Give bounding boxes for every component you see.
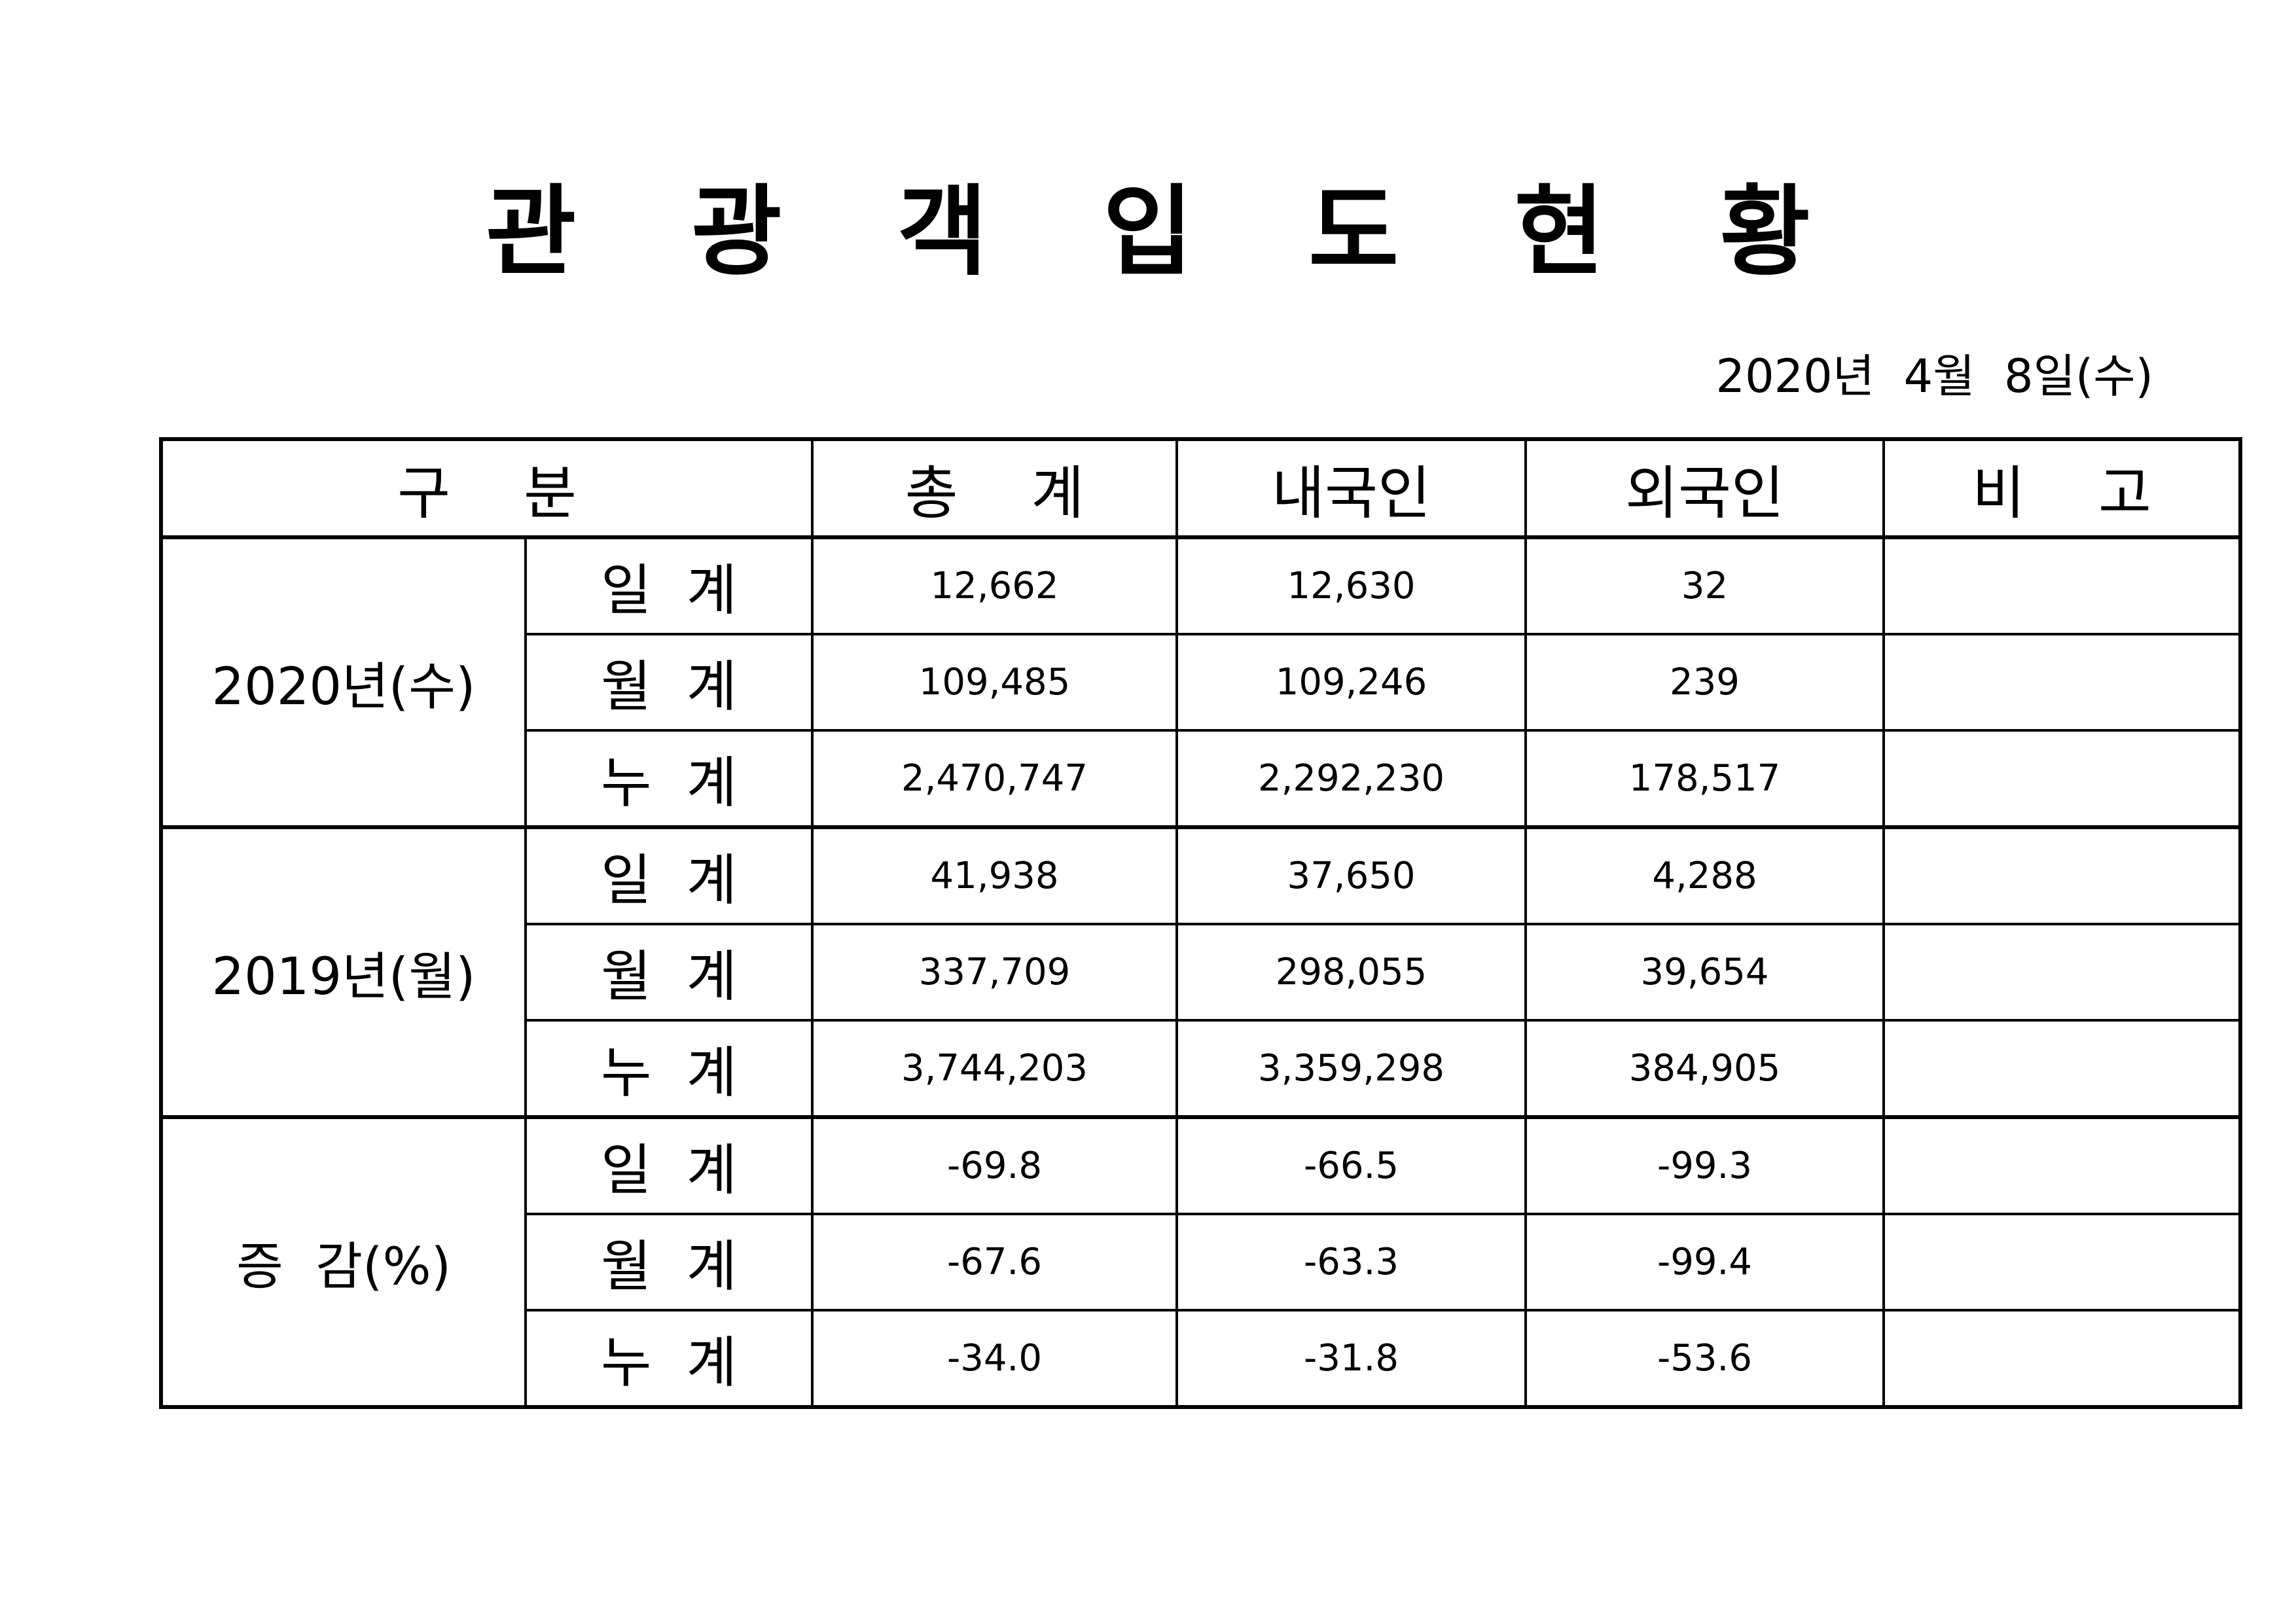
cell-remarks: [1882, 1213, 2242, 1311]
cell-foreign: 32: [1524, 536, 1885, 635]
row-label: 월 계: [524, 923, 814, 1022]
cell-total: -34.0: [811, 1309, 1178, 1408]
cell-total: 337,709: [811, 923, 1178, 1022]
table-header-row: 구 분 총 계 내국인 외국인 비 고: [160, 438, 2242, 539]
cell-domestic: -63.3: [1175, 1213, 1527, 1311]
table-row: 누 계 2,470,747 2,292,230 178,517: [161, 729, 2242, 829]
row-label: 월 계: [524, 1213, 814, 1311]
group-label-2019: 2019년(월): [160, 826, 527, 1119]
header-domestic: 내국인: [1175, 438, 1527, 539]
cell-total: 12,662: [811, 536, 1178, 635]
row-label: 누 계: [524, 1019, 814, 1119]
table-row: 월 계 -67.6 -63.3 -99.4: [161, 1213, 2242, 1311]
header-category: 구 분: [160, 438, 814, 539]
cell-foreign: -99.3: [1524, 1116, 1885, 1215]
row-label: 월 계: [524, 633, 814, 732]
header-foreign: 외국인: [1524, 438, 1885, 539]
cell-foreign: 39,654: [1524, 923, 1885, 1022]
cell-total: -67.6: [811, 1213, 1178, 1311]
cell-total: 2,470,747: [811, 729, 1178, 829]
table-row: 누 계 3,744,203 3,359,298 384,905: [161, 1019, 2242, 1119]
cell-domestic: 37,650: [1175, 826, 1527, 925]
table-row: 월 계 109,485 109,246 239: [161, 633, 2242, 732]
report-date: 2020년 4월 8일(수): [1715, 349, 2153, 403]
cell-domestic: -66.5: [1175, 1116, 1527, 1215]
cell-remarks: [1882, 633, 2242, 732]
cell-remarks: [1882, 1309, 2242, 1408]
group-label-2020: 2020년(수): [160, 536, 527, 829]
group-label-change-percent: 증 감(%): [160, 1116, 527, 1408]
cell-remarks: [1882, 729, 2242, 829]
tourist-arrivals-table: 구 분 총 계 내국인 외국인 비 고 2020년(수) 일 계 12,662 …: [159, 437, 2242, 1409]
cell-foreign: 4,288: [1524, 826, 1885, 925]
cell-total: -69.8: [811, 1116, 1178, 1215]
table-row: 월 계 337,709 298,055 39,654: [161, 923, 2242, 1022]
table-row: 2020년(수) 일 계 12,662 12,630 32: [160, 536, 2242, 829]
cell-remarks: [1882, 923, 2242, 1022]
cell-remarks: [1882, 826, 2242, 925]
row-label: 누 계: [524, 729, 814, 829]
row-label: 누 계: [524, 1309, 814, 1408]
cell-domestic: -31.8: [1175, 1309, 1527, 1408]
cell-domestic: 2,292,230: [1175, 729, 1527, 829]
document-title: 관 광 객 입 도 현 황: [486, 175, 1851, 289]
cell-domestic: 3,359,298: [1175, 1019, 1527, 1119]
cell-domestic: 12,630: [1175, 536, 1527, 635]
cell-foreign: 178,517: [1524, 729, 1885, 829]
table-row: 증 감(%) 일 계 -69.8 -66.5 -99.3: [160, 1116, 2242, 1408]
cell-total: 41,938: [811, 826, 1178, 925]
header-remarks: 비 고: [1882, 438, 2242, 539]
cell-remarks: [1882, 536, 2242, 635]
cell-domestic: 109,246: [1175, 633, 1527, 732]
cell-foreign: -53.6: [1524, 1309, 1885, 1408]
cell-foreign: 239: [1524, 633, 1885, 732]
cell-foreign: -99.4: [1524, 1213, 1885, 1311]
cell-foreign: 384,905: [1524, 1019, 1885, 1119]
table-row: 2019년(월) 일 계 41,938 37,650 4,288: [160, 826, 2242, 1119]
cell-total: 109,485: [811, 633, 1178, 732]
table-row: 누 계 -34.0 -31.8 -53.6: [161, 1309, 2242, 1408]
cell-total: 3,744,203: [811, 1019, 1178, 1119]
row-label: 일 계: [524, 1116, 814, 1215]
cell-domestic: 298,055: [1175, 923, 1527, 1022]
header-total: 총 계: [811, 438, 1178, 539]
row-label: 일 계: [524, 536, 814, 635]
row-label: 일 계: [524, 826, 814, 925]
cell-remarks: [1882, 1116, 2242, 1215]
cell-remarks: [1882, 1019, 2242, 1119]
